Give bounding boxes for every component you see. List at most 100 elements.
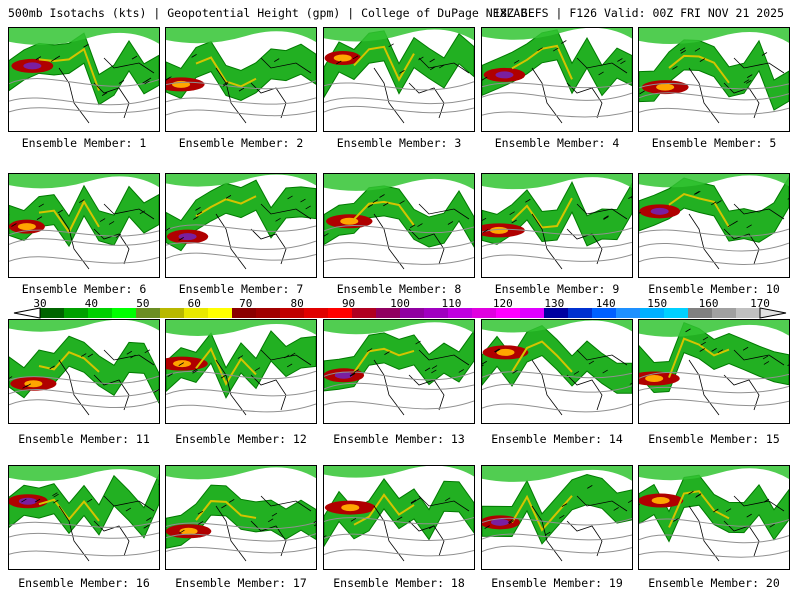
northern-wind-band xyxy=(482,28,632,40)
ensemble-member-map xyxy=(165,319,317,424)
wind-barb xyxy=(617,58,623,62)
wind-barb xyxy=(38,203,44,208)
height-contour xyxy=(482,383,632,393)
jet-stream-band xyxy=(639,39,789,111)
height-contour xyxy=(482,110,632,118)
wind-barb xyxy=(483,229,489,233)
wind-barb xyxy=(142,79,148,84)
height-contour xyxy=(639,107,789,115)
wind-barb xyxy=(220,374,227,379)
wind-barb xyxy=(353,369,360,373)
colorbar-segment xyxy=(112,308,137,318)
wind-barb xyxy=(410,499,417,504)
wind-barb xyxy=(9,376,13,379)
colorbar-segment xyxy=(88,308,113,318)
height-contour xyxy=(324,97,474,105)
colorbar-tick-label: 40 xyxy=(84,297,99,310)
wind-barb xyxy=(717,349,724,354)
jet-streak xyxy=(38,47,100,91)
wind-barb xyxy=(336,60,342,65)
jet-max-core xyxy=(17,223,36,231)
wind-barb xyxy=(769,523,775,528)
jet-stream-band xyxy=(9,32,159,106)
colorbar-left-arrow xyxy=(13,307,41,319)
height-contour xyxy=(166,388,316,397)
height-contour xyxy=(9,532,159,539)
wind-barb xyxy=(699,58,706,62)
jet-stream-band xyxy=(166,40,316,101)
northern-wind-band xyxy=(166,320,316,336)
wind-barb xyxy=(324,233,329,237)
wind-barb xyxy=(742,346,749,351)
jet-max-core xyxy=(651,497,670,505)
wind-barb xyxy=(628,196,632,199)
wind-barb xyxy=(196,211,203,216)
jet-stream-band xyxy=(482,324,632,394)
jet-stream-band xyxy=(166,484,316,549)
northern-wind-band xyxy=(482,174,632,190)
wind-barb xyxy=(166,227,171,231)
wind-barb xyxy=(713,508,719,513)
jet-max-core xyxy=(334,371,353,379)
wind-barb xyxy=(482,360,487,365)
wind-barb xyxy=(167,373,173,377)
wind-barb xyxy=(787,198,789,200)
wind-barb xyxy=(193,216,199,220)
jet-max-core xyxy=(178,233,197,241)
jet-streak xyxy=(353,493,415,526)
height-contour xyxy=(324,81,474,91)
jet-max-core xyxy=(495,71,514,79)
wind-barb xyxy=(289,352,296,357)
colorbar-segment xyxy=(280,308,305,318)
wind-barb xyxy=(458,369,465,373)
height-contour xyxy=(639,385,789,394)
ensemble-member-map xyxy=(481,27,633,132)
wind-barb xyxy=(415,497,422,501)
ensemble-member-map xyxy=(638,465,790,570)
wind-barb xyxy=(603,215,609,220)
jet-max-core xyxy=(340,217,359,225)
jet-streak xyxy=(668,337,730,378)
wind-barb xyxy=(746,513,752,518)
wind-barb xyxy=(679,47,686,52)
wind-barb xyxy=(424,367,431,372)
wind-barb xyxy=(53,499,59,504)
wind-barb xyxy=(553,47,559,52)
ensemble-member-map xyxy=(481,465,633,570)
coastline xyxy=(531,495,628,562)
wind-barb xyxy=(787,364,789,367)
wind-barb xyxy=(761,52,768,56)
height-contour xyxy=(324,224,474,234)
wind-barb xyxy=(86,498,93,503)
wind-barb xyxy=(313,520,316,524)
wind-barb xyxy=(711,201,717,206)
wind-barb xyxy=(366,348,373,352)
wind-barb xyxy=(508,519,514,523)
wind-barb xyxy=(699,348,705,352)
wind-barb xyxy=(627,499,632,504)
height-contour xyxy=(166,97,316,105)
wind-barb xyxy=(603,216,609,220)
wind-barb xyxy=(639,90,645,95)
ensemble-member-map xyxy=(481,173,633,278)
height-contour xyxy=(9,96,159,106)
wind-barb xyxy=(79,199,85,203)
wind-barb xyxy=(146,517,152,521)
wind-barb xyxy=(108,221,115,225)
wind-barb xyxy=(275,217,281,222)
wind-barb xyxy=(11,223,17,227)
wind-barb xyxy=(225,195,232,199)
jet-stream-band xyxy=(482,474,632,545)
wind-barb xyxy=(144,80,150,85)
wind-barb xyxy=(34,498,41,503)
height-contour xyxy=(9,375,159,384)
height-contour xyxy=(639,228,789,237)
colorbar-segment xyxy=(520,308,545,318)
wind-barb xyxy=(613,507,619,511)
colorbar-segment xyxy=(40,308,65,318)
wind-barb xyxy=(725,508,732,513)
northern-wind-band xyxy=(482,320,632,333)
colorbar-segment xyxy=(736,308,761,318)
wind-barb xyxy=(99,218,106,222)
northern-wind-band xyxy=(324,320,474,335)
